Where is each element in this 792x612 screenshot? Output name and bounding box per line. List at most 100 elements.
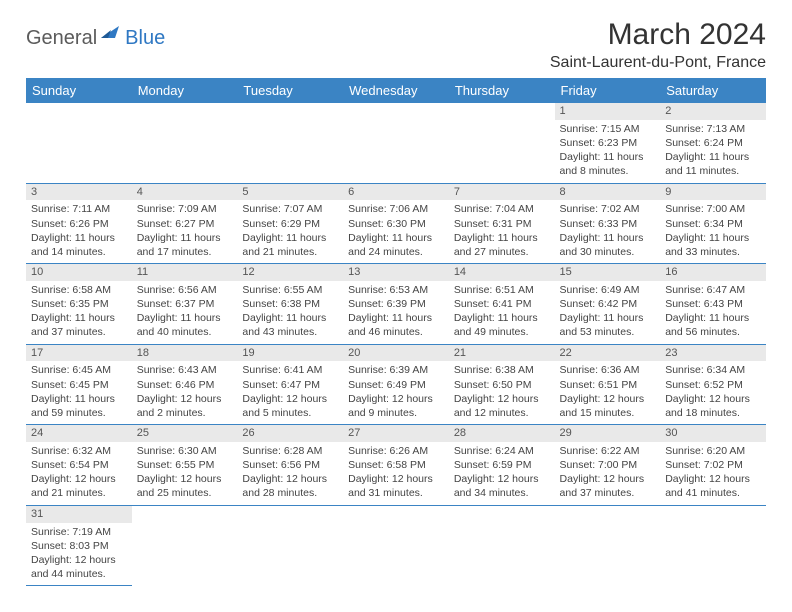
day-number: 19: [237, 345, 343, 362]
daylight-line: Daylight: 11 hours and 21 minutes.: [242, 231, 338, 259]
calendar-day-cell: 4Sunrise: 7:09 AMSunset: 6:27 PMDaylight…: [132, 183, 238, 264]
day-number: 2: [660, 103, 766, 120]
weekday-header: Tuesday: [237, 78, 343, 103]
sunset-line: Sunset: 6:27 PM: [137, 217, 233, 231]
sunset-line: Sunset: 6:56 PM: [242, 458, 338, 472]
calendar-day-cell: [132, 505, 238, 586]
daylight-line: Daylight: 12 hours and 44 minutes.: [31, 553, 127, 581]
calendar-day-cell: [343, 103, 449, 183]
day-number: 11: [132, 264, 238, 281]
daylight-line: Daylight: 11 hours and 14 minutes.: [31, 231, 127, 259]
sunrise-line: Sunrise: 7:06 AM: [348, 202, 444, 216]
day-number: 23: [660, 345, 766, 362]
sunrise-line: Sunrise: 7:02 AM: [560, 202, 656, 216]
day-details: Sunrise: 6:28 AMSunset: 6:56 PMDaylight:…: [237, 442, 343, 505]
day-number: 8: [555, 184, 661, 201]
calendar-week-row: 3Sunrise: 7:11 AMSunset: 6:26 PMDaylight…: [26, 183, 766, 264]
sunrise-line: Sunrise: 6:49 AM: [560, 283, 656, 297]
day-number: 21: [449, 345, 555, 362]
sunset-line: Sunset: 6:59 PM: [454, 458, 550, 472]
day-details: Sunrise: 7:00 AMSunset: 6:34 PMDaylight:…: [660, 200, 766, 263]
sunset-line: Sunset: 6:41 PM: [454, 297, 550, 311]
sunrise-line: Sunrise: 7:07 AM: [242, 202, 338, 216]
sunset-line: Sunset: 6:50 PM: [454, 378, 550, 392]
calendar-day-cell: 21Sunrise: 6:38 AMSunset: 6:50 PMDayligh…: [449, 344, 555, 425]
sunrise-line: Sunrise: 6:51 AM: [454, 283, 550, 297]
calendar-day-cell: 25Sunrise: 6:30 AMSunset: 6:55 PMDayligh…: [132, 425, 238, 506]
day-details: Sunrise: 6:20 AMSunset: 7:02 PMDaylight:…: [660, 442, 766, 505]
sunset-line: Sunset: 6:26 PM: [31, 217, 127, 231]
day-details: Sunrise: 6:49 AMSunset: 6:42 PMDaylight:…: [555, 281, 661, 344]
sunrise-line: Sunrise: 6:39 AM: [348, 363, 444, 377]
daylight-line: Daylight: 12 hours and 25 minutes.: [137, 472, 233, 500]
daylight-line: Daylight: 12 hours and 31 minutes.: [348, 472, 444, 500]
daylight-line: Daylight: 12 hours and 37 minutes.: [560, 472, 656, 500]
calendar-week-row: 24Sunrise: 6:32 AMSunset: 6:54 PMDayligh…: [26, 425, 766, 506]
sunset-line: Sunset: 6:54 PM: [31, 458, 127, 472]
day-details: Sunrise: 7:19 AMSunset: 8:03 PMDaylight:…: [26, 523, 132, 586]
day-details: Sunrise: 7:15 AMSunset: 6:23 PMDaylight:…: [555, 120, 661, 183]
day-details: Sunrise: 6:38 AMSunset: 6:50 PMDaylight:…: [449, 361, 555, 424]
daylight-line: Daylight: 12 hours and 5 minutes.: [242, 392, 338, 420]
day-number: 27: [343, 425, 449, 442]
day-details: Sunrise: 6:39 AMSunset: 6:49 PMDaylight:…: [343, 361, 449, 424]
sunrise-line: Sunrise: 6:43 AM: [137, 363, 233, 377]
day-number: 9: [660, 184, 766, 201]
sunset-line: Sunset: 6:47 PM: [242, 378, 338, 392]
day-details: Sunrise: 7:07 AMSunset: 6:29 PMDaylight:…: [237, 200, 343, 263]
daylight-line: Daylight: 11 hours and 27 minutes.: [454, 231, 550, 259]
daylight-line: Daylight: 11 hours and 30 minutes.: [560, 231, 656, 259]
day-details: Sunrise: 6:22 AMSunset: 7:00 PMDaylight:…: [555, 442, 661, 505]
logo-text-blue: Blue: [125, 27, 165, 50]
sunrise-line: Sunrise: 6:26 AM: [348, 444, 444, 458]
calendar-day-cell: 30Sunrise: 6:20 AMSunset: 7:02 PMDayligh…: [660, 425, 766, 506]
day-details: Sunrise: 6:32 AMSunset: 6:54 PMDaylight:…: [26, 442, 132, 505]
sunrise-line: Sunrise: 7:19 AM: [31, 525, 127, 539]
calendar-week-row: 31Sunrise: 7:19 AMSunset: 8:03 PMDayligh…: [26, 505, 766, 586]
sunset-line: Sunset: 6:45 PM: [31, 378, 127, 392]
calendar-week-row: 10Sunrise: 6:58 AMSunset: 6:35 PMDayligh…: [26, 264, 766, 345]
daylight-line: Daylight: 12 hours and 34 minutes.: [454, 472, 550, 500]
daylight-line: Daylight: 11 hours and 17 minutes.: [137, 231, 233, 259]
calendar-day-cell: 7Sunrise: 7:04 AMSunset: 6:31 PMDaylight…: [449, 183, 555, 264]
day-number: 31: [26, 506, 132, 523]
sunrise-line: Sunrise: 6:41 AM: [242, 363, 338, 377]
sunset-line: Sunset: 6:52 PM: [665, 378, 761, 392]
logo-flag-icon: [101, 24, 123, 45]
weekday-header: Thursday: [449, 78, 555, 103]
calendar-day-cell: [26, 103, 132, 183]
sunrise-line: Sunrise: 6:20 AM: [665, 444, 761, 458]
sunrise-line: Sunrise: 6:32 AM: [31, 444, 127, 458]
sunrise-line: Sunrise: 7:00 AM: [665, 202, 761, 216]
calendar-day-cell: 28Sunrise: 6:24 AMSunset: 6:59 PMDayligh…: [449, 425, 555, 506]
sunrise-line: Sunrise: 6:47 AM: [665, 283, 761, 297]
day-details: Sunrise: 6:56 AMSunset: 6:37 PMDaylight:…: [132, 281, 238, 344]
sunrise-line: Sunrise: 7:11 AM: [31, 202, 127, 216]
day-number: 24: [26, 425, 132, 442]
day-number: 10: [26, 264, 132, 281]
day-number: 4: [132, 184, 238, 201]
day-number: 16: [660, 264, 766, 281]
daylight-line: Daylight: 11 hours and 49 minutes.: [454, 311, 550, 339]
daylight-line: Daylight: 11 hours and 56 minutes.: [665, 311, 761, 339]
calendar-day-cell: 15Sunrise: 6:49 AMSunset: 6:42 PMDayligh…: [555, 264, 661, 345]
weekday-header: Wednesday: [343, 78, 449, 103]
calendar-day-cell: 29Sunrise: 6:22 AMSunset: 7:00 PMDayligh…: [555, 425, 661, 506]
day-details: Sunrise: 6:47 AMSunset: 6:43 PMDaylight:…: [660, 281, 766, 344]
calendar-day-cell: 18Sunrise: 6:43 AMSunset: 6:46 PMDayligh…: [132, 344, 238, 425]
day-details: Sunrise: 6:55 AMSunset: 6:38 PMDaylight:…: [237, 281, 343, 344]
sunset-line: Sunset: 6:43 PM: [665, 297, 761, 311]
day-number: 22: [555, 345, 661, 362]
calendar-day-cell: 8Sunrise: 7:02 AMSunset: 6:33 PMDaylight…: [555, 183, 661, 264]
sunset-line: Sunset: 6:58 PM: [348, 458, 444, 472]
page-header: General Blue March 2024 Saint-Laurent-du…: [26, 18, 766, 72]
calendar-day-cell: 31Sunrise: 7:19 AMSunset: 8:03 PMDayligh…: [26, 505, 132, 586]
weekday-header: Friday: [555, 78, 661, 103]
daylight-line: Daylight: 12 hours and 12 minutes.: [454, 392, 550, 420]
calendar-day-cell: [555, 505, 661, 586]
calendar-day-cell: [237, 103, 343, 183]
sunset-line: Sunset: 6:31 PM: [454, 217, 550, 231]
sunset-line: Sunset: 7:02 PM: [665, 458, 761, 472]
daylight-line: Daylight: 12 hours and 28 minutes.: [242, 472, 338, 500]
sunrise-line: Sunrise: 6:28 AM: [242, 444, 338, 458]
